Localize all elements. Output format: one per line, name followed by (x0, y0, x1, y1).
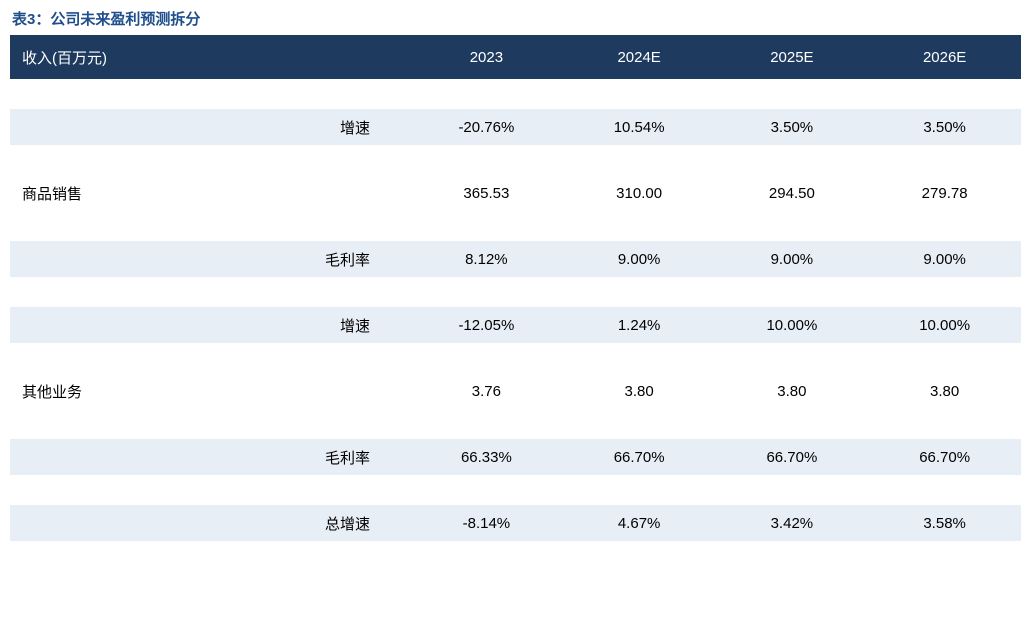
spacer-cell (10, 79, 1021, 109)
data-cell: 3.58% (868, 505, 1021, 541)
data-cell: 66.70% (716, 439, 869, 475)
data-cell: 3.80 (716, 373, 869, 409)
data-cell: 66.70% (868, 439, 1021, 475)
spacer-cell (10, 343, 1021, 373)
header-year: 2025E (716, 35, 869, 79)
table-row (10, 541, 1021, 571)
spacer-cell (10, 409, 1021, 439)
table-header-row: 收入(百万元) 2023 2024E 2025E 2026E (10, 35, 1021, 79)
row-sub-label: 毛利率 (10, 439, 410, 475)
table-row: 其他业务3.763.803.803.80 (10, 373, 1021, 409)
forecast-table: 收入(百万元) 2023 2024E 2025E 2026E 增速-20.76%… (10, 35, 1021, 571)
data-cell: 10.54% (563, 109, 716, 145)
row-main-label: 其他业务 (10, 373, 410, 409)
data-cell: 8.12% (410, 241, 563, 277)
data-cell: 3.50% (868, 109, 1021, 145)
data-cell: 10.00% (716, 307, 869, 343)
row-main-label: 商品销售 (10, 175, 410, 211)
row-sub-label: 增速 (10, 307, 410, 343)
table-row: 毛利率66.33%66.70%66.70%66.70% (10, 439, 1021, 475)
data-cell: 66.70% (563, 439, 716, 475)
table-row: 增速-12.05%1.24%10.00%10.00% (10, 307, 1021, 343)
data-cell: 279.78 (868, 175, 1021, 211)
table-row: 总增速-8.14%4.67%3.42%3.58% (10, 505, 1021, 541)
table-row (10, 409, 1021, 439)
table-row (10, 277, 1021, 307)
data-cell: 294.50 (716, 175, 869, 211)
spacer-cell (10, 541, 1021, 571)
data-cell: 9.00% (563, 241, 716, 277)
header-label: 收入(百万元) (10, 35, 410, 79)
data-cell: 3.80 (563, 373, 716, 409)
table-row (10, 79, 1021, 109)
table-row: 毛利率8.12%9.00%9.00%9.00% (10, 241, 1021, 277)
data-cell: 9.00% (868, 241, 1021, 277)
data-cell: 9.00% (716, 241, 869, 277)
data-cell: 3.42% (716, 505, 869, 541)
table-row: 商品销售365.53310.00294.50279.78 (10, 175, 1021, 211)
table-row: 增速-20.76%10.54%3.50%3.50% (10, 109, 1021, 145)
spacer-cell (10, 145, 1021, 175)
row-sub-label: 总增速 (10, 505, 410, 541)
spacer-cell (10, 211, 1021, 241)
spacer-cell (10, 277, 1021, 307)
data-cell: 310.00 (563, 175, 716, 211)
table-row (10, 145, 1021, 175)
data-cell: -12.05% (410, 307, 563, 343)
header-year: 2026E (868, 35, 1021, 79)
row-sub-label: 毛利率 (10, 241, 410, 277)
table-row (10, 475, 1021, 505)
table-row (10, 343, 1021, 373)
data-cell: -8.14% (410, 505, 563, 541)
data-cell: 365.53 (410, 175, 563, 211)
data-cell: 10.00% (868, 307, 1021, 343)
row-sub-label: 增速 (10, 109, 410, 145)
data-cell: 3.50% (716, 109, 869, 145)
data-cell: -20.76% (410, 109, 563, 145)
data-cell: 1.24% (563, 307, 716, 343)
data-cell: 66.33% (410, 439, 563, 475)
header-year: 2024E (563, 35, 716, 79)
table-title: 表3：公司未来盈利预测拆分 (10, 8, 1021, 29)
data-cell: 3.80 (868, 373, 1021, 409)
spacer-cell (10, 475, 1021, 505)
data-cell: 3.76 (410, 373, 563, 409)
table-row (10, 211, 1021, 241)
data-cell: 4.67% (563, 505, 716, 541)
header-year: 2023 (410, 35, 563, 79)
